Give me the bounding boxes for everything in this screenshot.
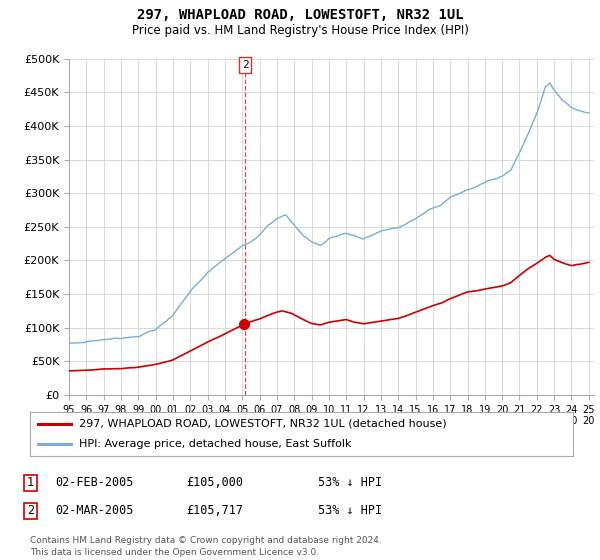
Text: 2: 2 bbox=[242, 60, 248, 70]
Text: 1: 1 bbox=[27, 476, 34, 489]
Text: 297, WHAPLOAD ROAD, LOWESTOFT, NR32 1UL: 297, WHAPLOAD ROAD, LOWESTOFT, NR32 1UL bbox=[137, 8, 463, 22]
Text: 2: 2 bbox=[27, 504, 34, 517]
Text: Price paid vs. HM Land Registry's House Price Index (HPI): Price paid vs. HM Land Registry's House … bbox=[131, 24, 469, 36]
Text: 53% ↓ HPI: 53% ↓ HPI bbox=[318, 476, 382, 489]
Text: HPI: Average price, detached house, East Suffolk: HPI: Average price, detached house, East… bbox=[79, 439, 352, 449]
Text: £105,000: £105,000 bbox=[186, 476, 243, 489]
Text: 02-MAR-2005: 02-MAR-2005 bbox=[55, 504, 134, 517]
Text: 297, WHAPLOAD ROAD, LOWESTOFT, NR32 1UL (detached house): 297, WHAPLOAD ROAD, LOWESTOFT, NR32 1UL … bbox=[79, 419, 446, 429]
Text: £105,717: £105,717 bbox=[186, 504, 243, 517]
Text: 02-FEB-2005: 02-FEB-2005 bbox=[55, 476, 134, 489]
Text: Contains HM Land Registry data © Crown copyright and database right 2024.
This d: Contains HM Land Registry data © Crown c… bbox=[30, 536, 382, 557]
Text: 53% ↓ HPI: 53% ↓ HPI bbox=[318, 504, 382, 517]
